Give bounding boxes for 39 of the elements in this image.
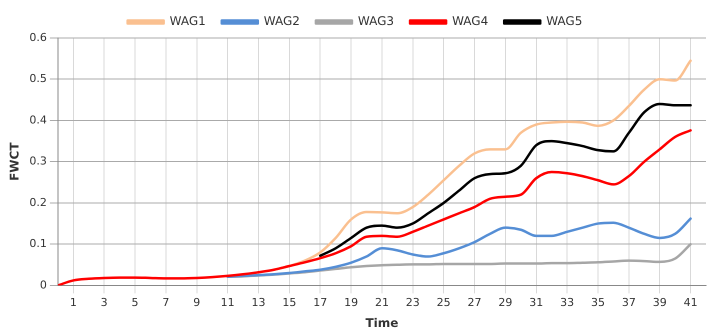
x-tick-label: 17 <box>313 296 328 309</box>
y-tick-label: 0.4 <box>29 113 47 126</box>
x-axis-title: Time <box>365 316 398 330</box>
line-series <box>318 102 692 257</box>
x-tick-label: 1 <box>70 296 77 309</box>
y-tick-label: 0.6 <box>29 30 47 44</box>
x-tick-label: 33 <box>560 296 574 309</box>
x-tick-label: 27 <box>468 296 482 309</box>
line-series <box>58 129 692 286</box>
x-tick-label: 39 <box>652 296 667 309</box>
legend-label: WAG4 <box>452 14 488 28</box>
x-tick-label: 15 <box>282 296 296 309</box>
legend-label: WAG2 <box>264 14 300 28</box>
y-tick-label: 0.5 <box>29 72 47 86</box>
x-tick-label: 37 <box>622 296 636 309</box>
y-tick-label: 0.1 <box>29 237 47 250</box>
legend-label: WAG1 <box>170 14 206 28</box>
x-tick-label: 21 <box>374 296 389 309</box>
x-tick-label: 25 <box>436 296 451 309</box>
x-tick-label: 19 <box>344 296 358 309</box>
x-tick-label: 9 <box>193 296 200 309</box>
x-tick-label: 35 <box>590 296 605 309</box>
legend-label: WAG5 <box>546 14 582 28</box>
y-tick-label: 0.3 <box>29 154 47 168</box>
x-tick-label: 3 <box>100 296 108 309</box>
x-tick-label: 5 <box>132 296 139 309</box>
x-tick-label: 41 <box>684 296 698 309</box>
y-tick-label: 0 <box>40 278 47 292</box>
x-tick-label: 7 <box>162 296 170 309</box>
y-axis-title: FWCT <box>7 142 22 181</box>
x-tick-label: 29 <box>498 296 512 309</box>
legend-label: WAG3 <box>358 14 394 28</box>
x-tick-label: 13 <box>252 296 266 309</box>
x-tick-label: 31 <box>529 296 544 309</box>
line-series <box>226 217 692 278</box>
y-tick-label: 0.2 <box>29 196 47 209</box>
line-series <box>272 59 692 271</box>
x-tick-label: 23 <box>406 296 420 309</box>
x-tick-label: 11 <box>220 296 235 309</box>
